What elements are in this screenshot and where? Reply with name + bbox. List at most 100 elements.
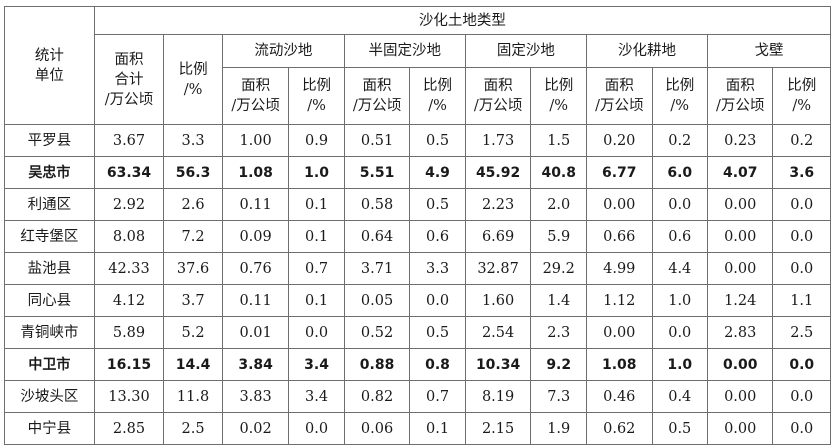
table-cell: 1.0 [651,284,709,317]
table-cell: 3.71 [343,252,411,285]
table-cell: 0.0 [772,220,831,253]
subheader-ratio-line1: 比例 [302,78,332,94]
table-cell: 0.2 [651,124,709,157]
desertification-table: 统计 单位 沙化土地类型 面积 合计 /万公顷 比例 /% 流动沙地 半固定沙地… [4,6,831,445]
row-unit: 沙坡头区 [4,380,95,413]
table-cell: 0.88 [343,348,411,381]
header-unit-line2: 单位 [34,67,64,84]
header-category-1: 半固定沙地 [343,34,466,68]
table-cell: 1.08 [221,156,290,189]
table-cell: 1.12 [586,284,653,317]
table-cell: 4.9 [409,156,466,189]
table-cell: 4.99 [586,252,653,285]
table-cell: 1.24 [706,284,774,317]
subheader-ratio-line2: /% [670,98,690,114]
table-cell: 0.0 [772,380,831,413]
table-cell: 0.05 [343,284,411,317]
subheader-area-line1: 面积 [362,78,392,94]
table-row: 中卫市 16.15 14.4 3.84 3.4 0.88 0.8 10.34 9.2 1.08 1.… [4,348,831,381]
subheader-area-line1: 面积 [604,78,634,94]
table-cell: 0.0 [772,348,831,381]
subheader-area-line2: /万公顷 [473,98,523,114]
table-cell: 0.46 [586,380,653,413]
subheader-ratio-3: 比例 /% [651,67,709,125]
subheader-ratio-2: 比例 /% [530,67,588,125]
table-cell: 37.6 [163,252,223,285]
table-cell: 0.7 [288,252,345,285]
header-total-area: 面积 合计 /万公顷 [93,34,165,125]
table-cell: 1.0 [651,348,709,381]
header-category-2: 固定沙地 [464,34,588,68]
table-cell: 0.5 [409,316,466,349]
row-unit: 吴忠市 [4,156,95,189]
table-cell: 1.08 [586,348,653,381]
subheader-ratio-0: 比例 /% [288,67,345,125]
table-cell: 2.23 [464,188,532,221]
table-cell: 0.00 [586,188,653,221]
row-unit: 青铜峡市 [4,316,95,349]
table-cell: 0.00 [706,380,774,413]
table-cell: 0.1 [288,220,345,253]
subheader-ratio-line2: /% [549,98,569,114]
table-cell: 0.0 [651,316,709,349]
table-cell: 0.1 [288,188,345,221]
table-cell: 0.20 [586,124,653,157]
subheader-area-line2: /万公顷 [595,98,644,114]
table-cell: 5.51 [343,156,411,189]
table-cell: 0.0 [288,316,345,349]
subheader-area-line1: 面积 [725,78,755,94]
table-cell: 56.3 [163,156,223,189]
table-cell: 0.51 [343,124,411,157]
table-cell: 9.2 [530,348,588,381]
table-cell: 0.6 [409,220,466,253]
table-cell: 2.3 [530,316,588,349]
table-cell: 4.07 [706,156,774,189]
table-cell: 40.8 [530,156,588,189]
table-cell: 2.92 [93,188,165,221]
header-total-area-line3: /万公顷 [104,91,154,108]
table-cell: 63.34 [93,156,165,189]
table-cell: 0.00 [586,316,653,349]
table-cell: 0.00 [706,220,774,253]
table-cell: 0.76 [221,252,290,285]
row-unit: 红寺堡区 [4,220,95,253]
subheader-area-0: 面积/万公顷 [221,67,290,125]
table-cell: 13.30 [93,380,165,413]
table-cell: 1.1 [772,284,831,317]
table-cell: 3.84 [221,348,290,381]
table-cell: 5.2 [163,316,223,349]
table-cell: 5.9 [530,220,588,253]
table-cell: 16.15 [93,348,165,381]
row-unit: 盐池县 [4,252,95,285]
table-cell: 0.82 [343,380,411,413]
table-cell: 0.7 [409,380,466,413]
table-cell: 0.00 [706,252,774,285]
table-cell: 6.0 [651,156,709,189]
row-unit: 利通区 [4,188,95,221]
table-cell: 32.87 [464,252,532,285]
subheader-ratio-1: 比例 /% [409,67,466,125]
table-cell: 0.11 [221,188,290,221]
subheader-ratio-line1: 比例 [423,78,453,94]
table-cell: 1.0 [288,156,345,189]
header-group-title: 沙化土地类型 [93,6,831,35]
subheader-ratio-line1: 比例 [544,78,574,94]
row-unit: 平罗县 [4,124,95,157]
table-cell: 3.83 [221,380,290,413]
table-cell: 3.6 [772,156,831,189]
table-cell: 3.4 [288,380,345,413]
table-cell: 3.7 [163,284,223,317]
table-cell: 2.0 [530,188,588,221]
table-cell: 45.92 [464,156,532,189]
table-cell: 4.12 [93,284,165,317]
header-category-3: 沙化耕地 [586,34,708,68]
table-cell: 0.66 [586,220,653,253]
header-total-ratio-line1: 比例 [178,61,208,78]
table-cell: 2.6 [163,188,223,221]
table-cell: 1.60 [464,284,532,317]
table-cell: 0.0 [409,284,466,317]
table-cell: 5.89 [93,316,165,349]
table-cell: 8.08 [93,220,165,253]
table-cell: 2.5 [772,316,831,349]
table-row: 吴忠市 63.34 56.3 1.08 1.0 5.51 4.9 45.92 40.8 6.77 6… [4,156,831,189]
